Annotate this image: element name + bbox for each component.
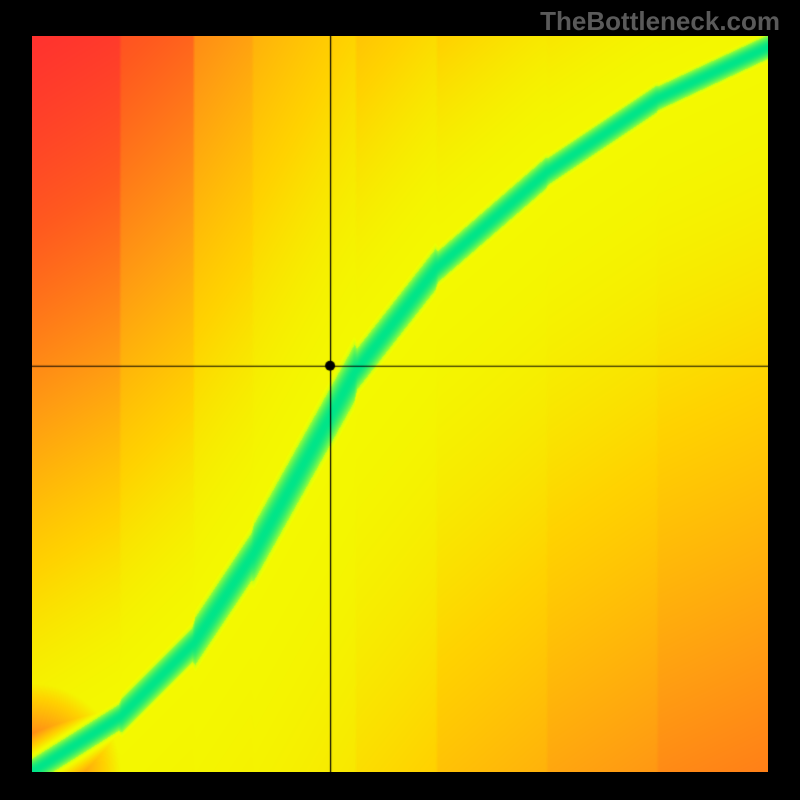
attribution-text: TheBottleneck.com — [540, 6, 780, 37]
bottleneck-heatmap — [32, 36, 768, 772]
chart-container: TheBottleneck.com — [0, 0, 800, 800]
